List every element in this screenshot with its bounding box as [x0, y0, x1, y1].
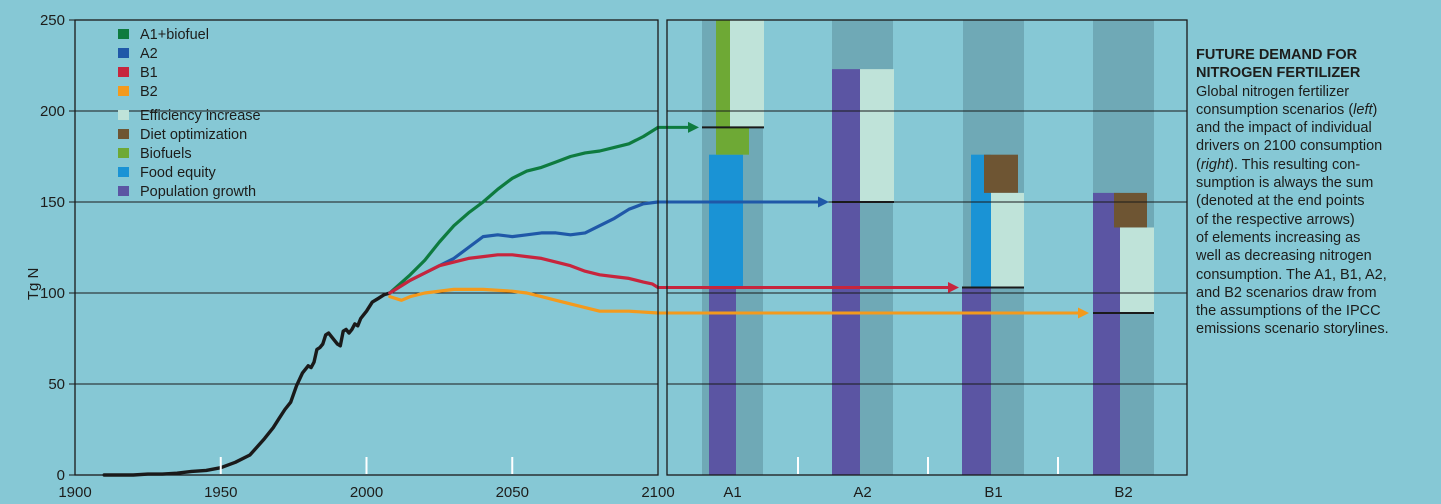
- x-tick-label: 1950: [204, 484, 237, 501]
- legend-swatch: [118, 29, 129, 39]
- legend-swatch: [118, 86, 129, 96]
- caption-text: consumption scenarios (: [1196, 101, 1354, 118]
- caption-line: (right). This resulting con-: [1196, 156, 1441, 174]
- left-plot-frame: [74, 19, 659, 476]
- arrow-head-b1: [948, 282, 959, 294]
- category-label-a1: A1: [723, 484, 741, 501]
- caption-line: sumption is always the sum: [1196, 175, 1374, 192]
- bar-segment-b2-diet-optimization: [1114, 192, 1147, 228]
- y-tick-label: 150: [40, 194, 65, 211]
- caption-line: consumption. The A1, B1, A2,: [1196, 266, 1387, 283]
- legend: A1+biofuel A2 B1 B2 Efficiency increase Diet …: [118, 27, 261, 200]
- bar-segment-a2-efficiency-increase: [860, 69, 894, 202]
- caption-line: Global nitrogen fertilizer: [1196, 83, 1350, 100]
- legend-label: Food equity: [140, 165, 217, 181]
- category-label-a2: A2: [853, 484, 871, 501]
- caption-line: and the impact of individual: [1196, 120, 1372, 137]
- bar-segment-b2-population-growth: [1093, 192, 1120, 475]
- line-a1-biofuel: [388, 125, 660, 295]
- category-label-b2: B2: [1114, 484, 1132, 501]
- caption-text: ). This resulting con-: [1229, 156, 1361, 173]
- legend-swatch: [118, 148, 129, 158]
- x-tick-label: 2050: [496, 484, 529, 501]
- legend-swatch: [118, 167, 129, 177]
- y-tick-label: 250: [40, 12, 65, 29]
- plot-frames: [74, 19, 1188, 476]
- bar-segment-a2-population-growth: [832, 69, 860, 475]
- bar-segment-a1-efficiency-increase: [730, 20, 764, 128]
- bar-segment-b1-diet-optimization: [984, 154, 1018, 193]
- bar-segment-a1-population-growth: [709, 287, 736, 475]
- legend-swatch: [118, 67, 129, 77]
- category-label-b1: B1: [984, 484, 1002, 501]
- x-tick-label: 2000: [350, 484, 383, 501]
- scenario-arrows: [658, 121, 1089, 319]
- legend-label: Population growth: [140, 184, 256, 200]
- legend-label: B2: [140, 84, 158, 100]
- caption-italic: left: [1353, 101, 1373, 118]
- line-historical: [102, 291, 392, 477]
- legend-label: Biofuels: [140, 146, 192, 162]
- legend-label: A1+biofuel: [140, 27, 209, 43]
- bar-segment-a1-food-equity: [709, 154, 743, 288]
- caption-line: of the respective arrows): [1196, 211, 1355, 228]
- caption-line: consumption scenarios (left): [1196, 101, 1441, 119]
- caption-text: (: [1196, 156, 1201, 173]
- legend-swatch: [118, 129, 129, 139]
- y-tick-label: 100: [40, 285, 65, 302]
- y-tick-label: 50: [48, 376, 65, 393]
- y-tick-label: 200: [40, 103, 65, 120]
- caption-text: ): [1372, 101, 1378, 118]
- bar-segment-b1-efficiency-increase: [991, 192, 1024, 288]
- x-tick-label: 1900: [58, 484, 91, 501]
- line-b2: [388, 287, 660, 315]
- y-tick-label: 0: [57, 467, 65, 484]
- caption-italic: right: [1200, 156, 1230, 173]
- axes: 0 50 100 150 200 250 Tg N 1900 1950 2000 2050 2100 A…: [25, 12, 1133, 501]
- caption-title-line-1: FUTURE DEMAND FOR: [1196, 47, 1358, 63]
- scenario-lines: [102, 125, 660, 477]
- caption-line: the assumptions of the IPCC: [1196, 303, 1381, 320]
- bar-segment-b2-efficiency-increase: [1120, 227, 1154, 314]
- caption-line: well as decreasing nitrogen: [1196, 248, 1372, 265]
- legend-label: Efficiency increase: [140, 108, 261, 124]
- y-axis-label: Tg N: [25, 268, 42, 301]
- line-b1: [388, 253, 660, 295]
- x-tick-label: 2100: [641, 484, 674, 501]
- right-plot-frame: [666, 19, 1188, 476]
- legend-swatch: [118, 110, 129, 120]
- legend-label: Diet optimization: [140, 127, 247, 143]
- bar-segment-b1-population-growth: [962, 287, 991, 475]
- legend-label: A2: [140, 46, 158, 62]
- legend-swatch: [118, 186, 129, 196]
- caption-line: emissions scenario storylines.: [1196, 321, 1389, 338]
- legend-swatch: [118, 48, 129, 58]
- arrow-head-a1: [688, 121, 699, 133]
- caption-line: and B2 scenarios draw from: [1196, 284, 1377, 301]
- caption-line: (denoted at the end points: [1196, 193, 1365, 210]
- caption-title-line-2: NITROGEN FERTILIZER: [1196, 65, 1361, 82]
- arrow-head-a2: [818, 196, 829, 208]
- caption-line: of elements increasing as: [1196, 229, 1361, 246]
- figure-caption: FUTURE DEMAND FOR NITROGEN FERTILIZER Gl…: [1196, 46, 1441, 339]
- legend-label: B1: [140, 65, 158, 81]
- driver-bars: [702, 20, 1154, 475]
- caption-line: drivers on 2100 consumption: [1196, 138, 1383, 155]
- arrow-head-b2: [1078, 307, 1089, 319]
